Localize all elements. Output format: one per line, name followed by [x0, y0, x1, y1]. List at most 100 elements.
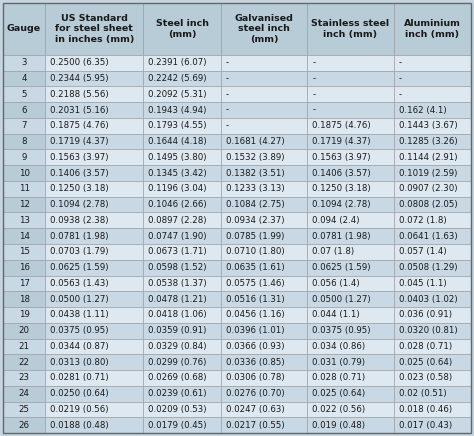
- Bar: [144, 165, 220, 181]
- Text: -: -: [226, 106, 229, 115]
- Text: 0.0344 (0.87): 0.0344 (0.87): [50, 342, 109, 351]
- Bar: [220, 323, 307, 338]
- Bar: [307, 260, 394, 276]
- Bar: [3, 228, 45, 244]
- Bar: [144, 102, 220, 118]
- Text: 0.1875 (4.76): 0.1875 (4.76): [50, 121, 109, 130]
- Text: 0.1406 (3.57): 0.1406 (3.57): [312, 169, 371, 177]
- Bar: [144, 55, 220, 71]
- Text: 0.2391 (6.07): 0.2391 (6.07): [148, 58, 207, 68]
- Bar: [220, 228, 307, 244]
- Bar: [394, 260, 471, 276]
- Text: 0.0396 (1.01): 0.0396 (1.01): [226, 326, 284, 335]
- Text: 0.2242 (5.69): 0.2242 (5.69): [148, 74, 207, 83]
- Bar: [3, 71, 45, 86]
- Bar: [3, 370, 45, 386]
- Text: 0.0276 (0.70): 0.0276 (0.70): [226, 389, 284, 398]
- Bar: [307, 276, 394, 291]
- Bar: [3, 150, 45, 165]
- Bar: [220, 291, 307, 307]
- Text: 0.044 (1.1): 0.044 (1.1): [312, 310, 360, 320]
- Bar: [220, 276, 307, 291]
- Bar: [3, 307, 45, 323]
- Bar: [394, 307, 471, 323]
- Bar: [45, 228, 144, 244]
- Text: 14: 14: [18, 232, 29, 241]
- Text: 0.1046 (2.66): 0.1046 (2.66): [148, 200, 207, 209]
- Bar: [3, 86, 45, 102]
- Text: 0.0329 (0.84): 0.0329 (0.84): [148, 342, 207, 351]
- Text: 0.0938 (2.38): 0.0938 (2.38): [50, 216, 109, 225]
- Text: 0.0563 (1.43): 0.0563 (1.43): [50, 279, 109, 288]
- Text: 25: 25: [18, 405, 29, 414]
- Bar: [220, 197, 307, 212]
- Bar: [144, 181, 220, 197]
- Text: 0.0907 (2.30): 0.0907 (2.30): [399, 184, 457, 194]
- Bar: [144, 244, 220, 260]
- Text: Aluminium
inch (mm): Aluminium inch (mm): [404, 19, 461, 39]
- Bar: [45, 181, 144, 197]
- Bar: [3, 165, 45, 181]
- Text: 9: 9: [21, 153, 27, 162]
- Bar: [394, 354, 471, 370]
- Bar: [3, 55, 45, 71]
- Text: 0.0808 (2.05): 0.0808 (2.05): [399, 200, 457, 209]
- Bar: [144, 71, 220, 86]
- Bar: [307, 212, 394, 228]
- Text: 0.0320 (0.81): 0.0320 (0.81): [399, 326, 457, 335]
- Bar: [45, 260, 144, 276]
- Text: 0.1719 (4.37): 0.1719 (4.37): [312, 137, 371, 146]
- Bar: [220, 370, 307, 386]
- Bar: [3, 102, 45, 118]
- Bar: [307, 291, 394, 307]
- Bar: [45, 307, 144, 323]
- Text: 0.0703 (1.79): 0.0703 (1.79): [50, 247, 109, 256]
- Bar: [394, 181, 471, 197]
- Bar: [307, 197, 394, 212]
- Bar: [144, 417, 220, 433]
- Text: 0.028 (0.71): 0.028 (0.71): [312, 373, 365, 382]
- Bar: [220, 150, 307, 165]
- Text: 0.057 (1.4): 0.057 (1.4): [399, 247, 447, 256]
- Text: 0.1084 (2.75): 0.1084 (2.75): [226, 200, 284, 209]
- Text: -: -: [312, 90, 315, 99]
- Text: -: -: [399, 74, 402, 83]
- Text: 0.025 (0.64): 0.025 (0.64): [399, 358, 452, 367]
- Text: 0.025 (0.64): 0.025 (0.64): [312, 389, 365, 398]
- Bar: [394, 323, 471, 338]
- Text: 0.0418 (1.06): 0.0418 (1.06): [148, 310, 207, 320]
- Bar: [307, 354, 394, 370]
- Text: 0.0500 (1.27): 0.0500 (1.27): [50, 295, 109, 303]
- Bar: [307, 244, 394, 260]
- Text: 0.0673 (1.71): 0.0673 (1.71): [148, 247, 207, 256]
- Text: 0.094 (2.4): 0.094 (2.4): [312, 216, 360, 225]
- Bar: [394, 402, 471, 417]
- Bar: [3, 181, 45, 197]
- Bar: [307, 134, 394, 150]
- Text: 0.0403 (1.02): 0.0403 (1.02): [399, 295, 457, 303]
- Bar: [394, 386, 471, 402]
- Bar: [307, 307, 394, 323]
- Text: 5: 5: [21, 90, 27, 99]
- Bar: [144, 150, 220, 165]
- Text: 0.1644 (4.18): 0.1644 (4.18): [148, 137, 207, 146]
- Text: 0.0781 (1.98): 0.0781 (1.98): [50, 232, 109, 241]
- Text: 0.0375 (0.95): 0.0375 (0.95): [312, 326, 371, 335]
- Text: 0.1250 (3.18): 0.1250 (3.18): [312, 184, 371, 194]
- Text: -: -: [312, 74, 315, 83]
- Bar: [394, 370, 471, 386]
- Text: 0.0625 (1.59): 0.0625 (1.59): [312, 263, 371, 272]
- Bar: [3, 402, 45, 417]
- Bar: [220, 102, 307, 118]
- Bar: [394, 86, 471, 102]
- Text: 0.1719 (4.37): 0.1719 (4.37): [50, 137, 109, 146]
- Text: 0.1094 (2.78): 0.1094 (2.78): [312, 200, 371, 209]
- Bar: [45, 244, 144, 260]
- Bar: [144, 323, 220, 338]
- Text: 0.0500 (1.27): 0.0500 (1.27): [312, 295, 371, 303]
- Text: Steel inch
(mm): Steel inch (mm): [155, 19, 209, 39]
- Bar: [220, 86, 307, 102]
- Bar: [45, 134, 144, 150]
- Bar: [307, 386, 394, 402]
- Bar: [394, 276, 471, 291]
